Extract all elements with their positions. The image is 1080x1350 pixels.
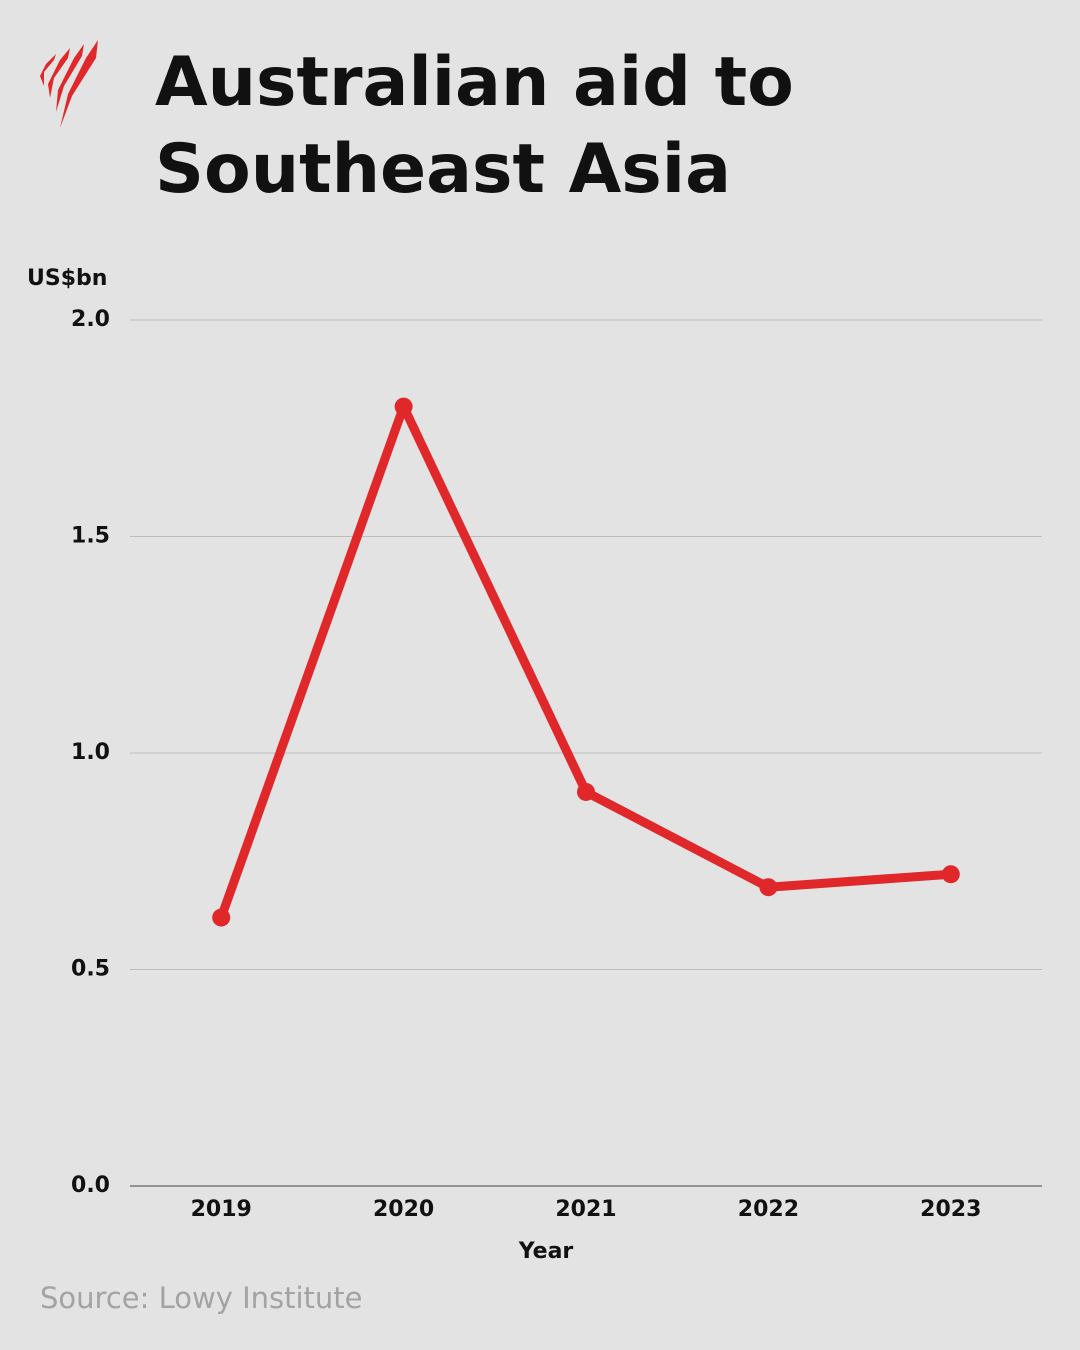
- x-tick-label: 2022: [738, 1197, 799, 1222]
- data-point: [759, 878, 778, 897]
- data-point: [577, 782, 595, 801]
- chart-title: Australian aid to Southeast Asia: [155, 43, 794, 209]
- x-tick-label: 2020: [373, 1197, 434, 1222]
- x-axis-label: Year: [518, 1239, 574, 1264]
- source: Source: Lowy Institute: [40, 1281, 363, 1315]
- y-tick-label: 1.5: [71, 524, 110, 549]
- x-tick-label: 2023: [920, 1197, 981, 1222]
- y-axis-label: US$bn: [27, 266, 107, 291]
- data-point: [212, 908, 231, 927]
- logo: [40, 40, 98, 128]
- y-tick-label: 2.0: [71, 307, 110, 332]
- x-tick-label: 2021: [555, 1197, 616, 1222]
- y-tick-label: 1.0: [71, 740, 110, 765]
- data-point: [394, 397, 413, 416]
- x-tick-label: 2019: [191, 1197, 252, 1222]
- data-line: [216, 402, 952, 920]
- data-point: [941, 865, 960, 884]
- y-tick-label: 0.5: [71, 957, 110, 982]
- y-tick-label: 0.0: [71, 1173, 110, 1198]
